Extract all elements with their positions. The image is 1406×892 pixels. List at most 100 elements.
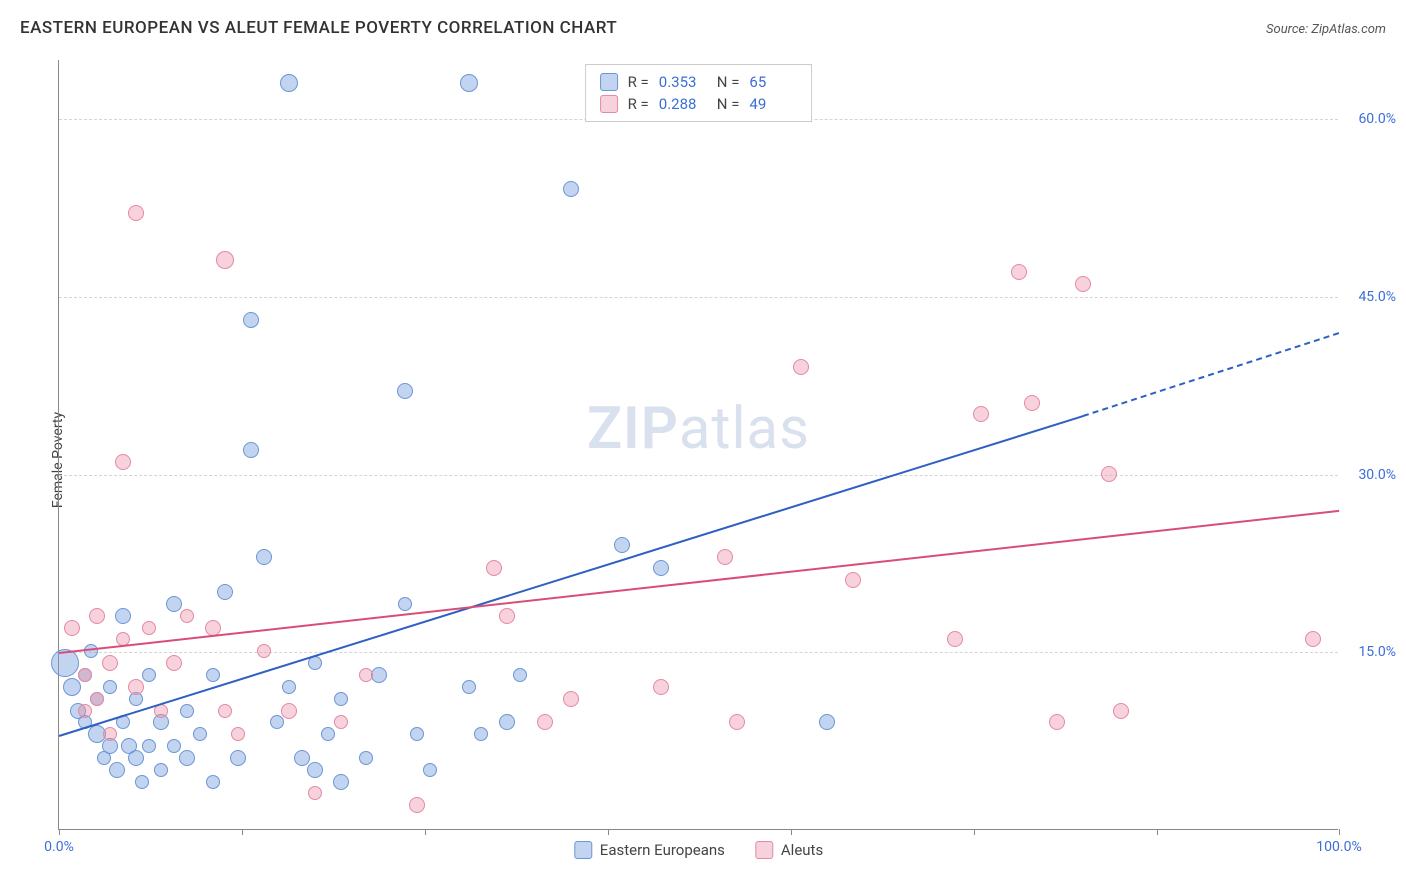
data-point	[359, 668, 373, 682]
n-label: N =	[717, 73, 740, 91]
trend-line-dashed	[1083, 333, 1340, 418]
data-point	[206, 668, 220, 682]
data-point	[89, 608, 105, 624]
data-point	[180, 704, 194, 718]
data-point	[84, 644, 98, 658]
data-point	[78, 704, 92, 718]
series-legend: Eastern Europeans Aleuts	[574, 841, 823, 859]
y-tick-label: 30.0%	[1358, 467, 1396, 483]
data-point	[653, 679, 669, 695]
r-label: R =	[628, 95, 649, 113]
source-text: Source: ZipAtlas.com	[1266, 22, 1386, 37]
swatch-series-1	[600, 95, 618, 113]
data-point	[179, 750, 195, 766]
data-point	[243, 442, 259, 458]
x-tick	[974, 829, 975, 835]
data-point	[1075, 276, 1091, 292]
x-tick	[608, 829, 609, 835]
data-point	[462, 680, 476, 694]
data-point	[193, 727, 207, 741]
data-point	[307, 762, 323, 778]
data-point	[947, 631, 963, 647]
data-point	[563, 691, 579, 707]
trend-line	[59, 415, 1084, 737]
gridline	[59, 475, 1338, 476]
data-point	[115, 454, 131, 470]
n-label: N =	[717, 95, 740, 113]
data-point	[128, 205, 144, 221]
data-point	[257, 644, 271, 658]
data-point	[717, 549, 733, 565]
data-point	[409, 797, 425, 813]
chart-container: Female Poverty ZIPatlas R = 0.353 N = 65…	[20, 50, 1386, 870]
y-tick-label: 45.0%	[1358, 289, 1396, 305]
data-point	[334, 692, 348, 706]
data-point	[102, 655, 118, 671]
legend-label-1: Aleuts	[781, 841, 823, 859]
data-point	[537, 714, 553, 730]
data-point	[142, 739, 156, 753]
x-tick	[59, 829, 60, 835]
data-point	[128, 679, 144, 695]
data-point	[1049, 714, 1065, 730]
data-point	[167, 739, 181, 753]
data-point	[154, 763, 168, 777]
watermark: ZIPatlas	[587, 395, 810, 463]
y-tick-label: 60.0%	[1358, 111, 1396, 127]
data-point	[653, 560, 669, 576]
n-value-0: 65	[749, 73, 797, 91]
r-label: R =	[628, 73, 649, 91]
data-point	[180, 609, 194, 623]
data-point	[243, 312, 259, 328]
data-point	[217, 584, 233, 600]
stats-row-0: R = 0.353 N = 65	[600, 71, 798, 93]
x-tick	[791, 829, 792, 835]
data-point	[1101, 466, 1117, 482]
r-value-1: 0.288	[659, 95, 707, 113]
data-point	[359, 751, 373, 765]
data-point	[397, 383, 413, 399]
r-value-0: 0.353	[659, 73, 707, 91]
data-point	[166, 655, 182, 671]
data-point	[103, 680, 117, 694]
data-point	[973, 406, 989, 422]
data-point	[513, 668, 527, 682]
watermark-bold: ZIP	[587, 395, 679, 463]
data-point	[321, 727, 335, 741]
data-point	[218, 704, 232, 718]
x-tick	[425, 829, 426, 835]
data-point	[142, 668, 156, 682]
x-tick	[1157, 829, 1158, 835]
data-point	[115, 608, 131, 624]
data-point	[282, 680, 296, 694]
stats-legend: R = 0.353 N = 65 R = 0.288 N = 49	[585, 64, 813, 122]
data-point	[294, 750, 310, 766]
data-point	[142, 621, 156, 635]
data-point	[1011, 264, 1027, 280]
data-point	[166, 596, 182, 612]
data-point	[231, 727, 245, 741]
data-point	[308, 786, 322, 800]
data-point	[1305, 631, 1321, 647]
trend-line	[59, 510, 1339, 654]
data-point	[1024, 395, 1040, 411]
data-point	[280, 74, 298, 92]
data-point	[256, 549, 272, 565]
chart-title: EASTERN EUROPEAN VS ALEUT FEMALE POVERTY…	[20, 18, 617, 38]
data-point	[78, 668, 92, 682]
data-point	[206, 775, 220, 789]
data-point	[474, 727, 488, 741]
data-point	[63, 678, 81, 696]
gridline	[59, 652, 1338, 653]
data-point	[729, 714, 745, 730]
data-point	[460, 74, 478, 92]
stats-row-1: R = 0.288 N = 49	[600, 93, 798, 115]
data-point	[563, 181, 579, 197]
data-point	[410, 727, 424, 741]
data-point	[614, 537, 630, 553]
gridline	[59, 297, 1338, 298]
data-point	[423, 763, 437, 777]
data-point	[398, 597, 412, 611]
data-point	[499, 608, 515, 624]
legend-label-0: Eastern Europeans	[600, 841, 725, 859]
